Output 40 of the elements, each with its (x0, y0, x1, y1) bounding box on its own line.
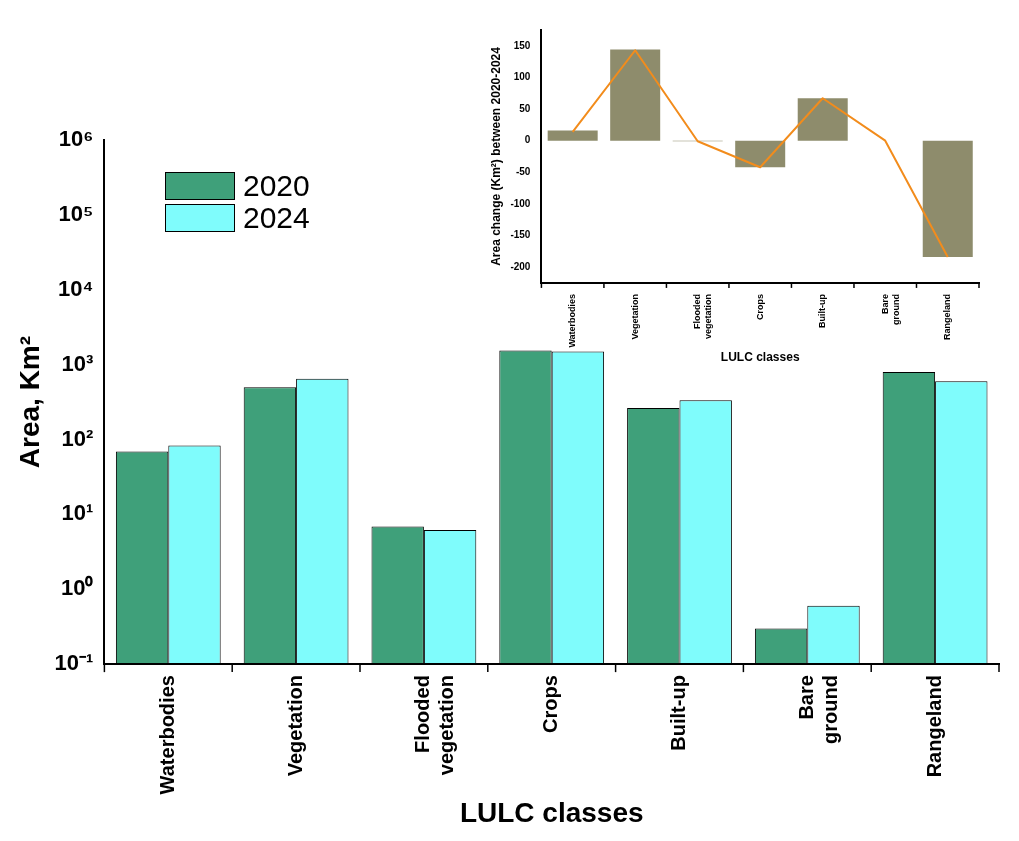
y-tick-label: 100 (513, 71, 531, 83)
bar (797, 98, 848, 141)
bar (547, 130, 598, 141)
y-tick-label: -100 (510, 197, 531, 209)
x-tick-label: Flooded vegetation (692, 293, 713, 339)
x-tick-label: Built-up (667, 675, 690, 751)
x-tick-label: Flooded vegetation (411, 675, 458, 776)
y-tick-label: 10⁵ (58, 200, 94, 226)
x-tick-label: Bare ground (794, 675, 841, 744)
legend-label: 2020 (243, 169, 310, 203)
y-tick-label: 10⁶ (58, 126, 94, 152)
y-tick-label: 10² (61, 425, 94, 451)
bar (610, 49, 661, 141)
y-axis-title: Area, Km² (13, 335, 45, 469)
y-tick-label: 10⁰ (60, 575, 94, 601)
y-tick-label: 10⁴ (58, 275, 94, 301)
x-tick-label: Bare ground (879, 293, 901, 325)
y-axis-title: Area change (Km²) between 2020-2024 (488, 46, 503, 266)
x-axis-title: LULC classes (720, 350, 800, 365)
y-tick-label: 150 (513, 39, 531, 51)
bar (922, 140, 973, 257)
x-tick-label: Vegetation (629, 293, 640, 340)
x-tick-label: Crops (539, 675, 562, 733)
y-tick-label: 10¹ (61, 500, 94, 526)
y-tick-label: -50 (515, 166, 531, 178)
y-tick-label: 0 (524, 134, 531, 146)
x-axis-title: LULC classes (459, 796, 644, 828)
x-tick-label: Built-up (817, 293, 828, 328)
x-tick-label: Rangeland (942, 293, 953, 340)
y-tick-label: -200 (510, 260, 531, 272)
x-tick-label: Waterbodies (155, 675, 178, 795)
x-tick-label: Crops (754, 293, 765, 320)
y-tick-label: 10³ (61, 350, 94, 376)
y-tick-label: 50 (519, 102, 531, 114)
x-tick-label: Rangeland (922, 675, 945, 778)
x-tick-label: Vegetation (283, 675, 306, 777)
x-tick-label: Waterbodies (567, 293, 578, 348)
legend-label: 2024 (243, 201, 310, 235)
y-tick-label: 10⁻¹ (54, 650, 94, 676)
y-tick-label: -150 (510, 229, 531, 241)
